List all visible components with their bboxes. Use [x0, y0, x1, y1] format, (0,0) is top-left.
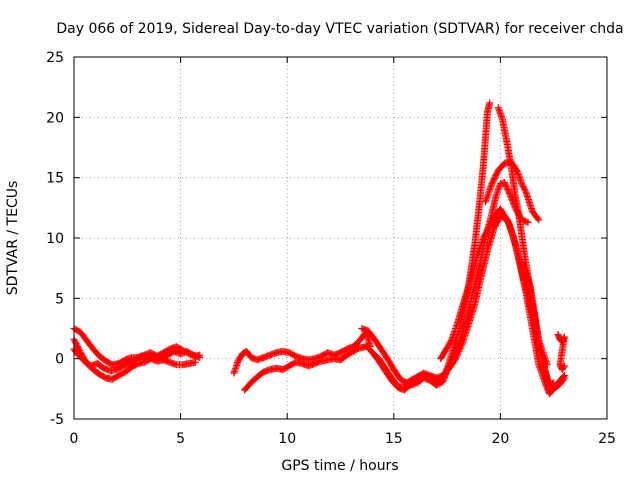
x-tick-label: 25 — [598, 431, 616, 447]
y-tick-label: 5 — [55, 291, 64, 307]
chart-title: Day 066 of 2019, Sidereal Day-to-day VTE… — [56, 21, 623, 37]
data-point — [550, 379, 558, 387]
data-point — [453, 352, 461, 360]
data-point — [452, 353, 460, 361]
x-tick-label: 15 — [385, 431, 403, 447]
y-tick-label: 10 — [46, 231, 64, 247]
y-tick-label: 0 — [55, 352, 64, 368]
series-trace-12 — [518, 258, 551, 369]
data-point — [524, 218, 532, 226]
data-point — [455, 347, 463, 355]
data-point — [534, 215, 542, 223]
data-point — [535, 216, 543, 224]
y-tick-label: -5 — [50, 412, 64, 428]
data-point — [454, 349, 462, 357]
data-point — [486, 99, 494, 107]
plot-frame — [73, 56, 608, 420]
grid-lines — [74, 57, 607, 419]
data-point — [457, 342, 465, 350]
data-point — [543, 361, 551, 369]
data-point — [560, 363, 568, 371]
series-trace-13 — [554, 331, 568, 374]
data-point — [560, 362, 568, 370]
data-point — [457, 343, 465, 351]
data-point — [196, 353, 204, 361]
data-points — [70, 99, 568, 398]
data-point — [560, 374, 568, 382]
data-point — [452, 355, 460, 363]
y-tick-label: 20 — [46, 110, 64, 126]
data-point — [549, 379, 557, 387]
x-tick-label: 20 — [491, 431, 509, 447]
data-point — [192, 358, 200, 366]
x-tick-label: 0 — [70, 431, 79, 447]
series-trace-5 — [241, 343, 370, 394]
y-tick-label: 25 — [46, 50, 64, 66]
data-point — [456, 345, 464, 353]
series-trace-6 — [358, 99, 494, 387]
x-tick-label: 5 — [176, 431, 185, 447]
series-trace-10 — [494, 104, 558, 389]
y-tick-label: 15 — [46, 171, 64, 187]
x-tick-label: 10 — [278, 431, 296, 447]
data-point — [560, 375, 568, 383]
series-trace-3 — [70, 345, 204, 375]
data-point — [454, 350, 462, 358]
axis-ticks: 0 5 10 15 20 25 -5 0 5 10 15 20 25 — [46, 50, 616, 447]
data-point — [455, 346, 463, 354]
series-trace-11 — [481, 158, 543, 224]
y-axis-label: SDTVAR / TECUs — [5, 181, 21, 296]
series-trace-4 — [230, 328, 374, 377]
x-axis-label: GPS time / hours — [281, 458, 398, 474]
data-point — [521, 187, 529, 195]
